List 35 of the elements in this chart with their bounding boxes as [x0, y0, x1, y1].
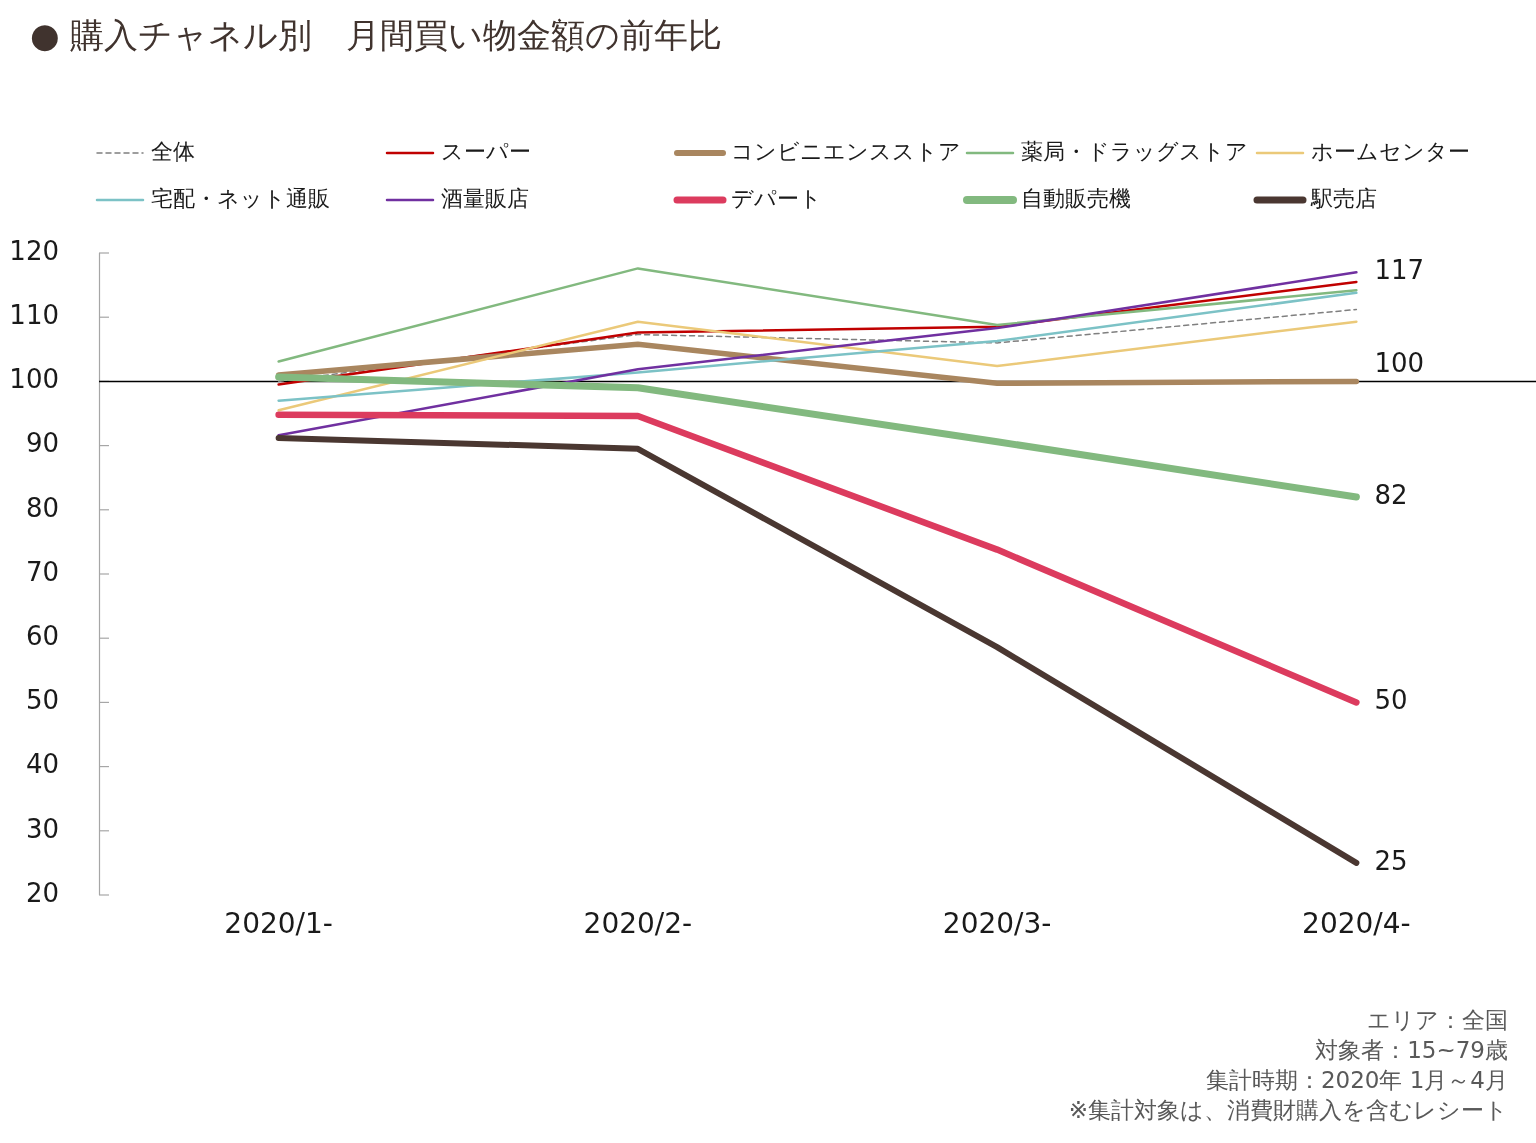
chart-title: ● 購入チャネル別 月間買い物金額の前年比	[30, 14, 723, 55]
legend-label: 全体	[151, 138, 195, 164]
text: ※集計対象は、消費財購入を含むレシート	[1068, 1096, 1508, 1123]
text: 集計時期：2020年 1月～4月	[1205, 1066, 1508, 1093]
x-tick-label: 2020/1-	[224, 907, 333, 941]
y-tick-label: 120	[9, 235, 59, 266]
text: エリア：全国	[1367, 1006, 1508, 1033]
y-tick-label: 70	[25, 556, 59, 587]
legend-label: 自動販売機	[1021, 185, 1131, 211]
legend-label: 宅配・ネット通販	[151, 185, 330, 211]
y-tick-label: 30	[25, 813, 59, 844]
data-label: 50	[1374, 685, 1408, 716]
y-tick-label: 40	[25, 749, 59, 780]
data-label: 100	[1374, 348, 1425, 379]
data-label: 82	[1374, 479, 1408, 510]
y-tick-label: 100	[9, 364, 59, 395]
y-tick-label: 90	[25, 428, 59, 459]
legend-label: スーパー	[441, 138, 531, 164]
legend-label: コンビニエンスストア	[731, 138, 961, 164]
x-tick-label: 2020/3-	[942, 907, 1052, 941]
legend-label: 薬局・ドラッグストア	[1021, 138, 1248, 164]
data-label: 25	[1374, 845, 1408, 876]
text: 対象者：15~79歳	[1315, 1036, 1508, 1063]
y-tick-label: 110	[9, 299, 59, 330]
legend-label: ホームセンター	[1311, 138, 1470, 164]
legend-label: 酒量販店	[441, 185, 529, 211]
y-tick-label: 60	[25, 620, 59, 651]
legend-label: デパート	[731, 185, 822, 211]
legend-label: 駅売店	[1310, 185, 1377, 211]
data-label: 117	[1374, 255, 1425, 286]
y-tick-label: 80	[25, 492, 59, 523]
y-tick-label: 20	[25, 877, 59, 908]
x-tick-label: 2020/2-	[583, 907, 693, 941]
x-tick-label: 2020/4-	[1302, 907, 1411, 941]
y-tick-label: 50	[25, 685, 59, 716]
